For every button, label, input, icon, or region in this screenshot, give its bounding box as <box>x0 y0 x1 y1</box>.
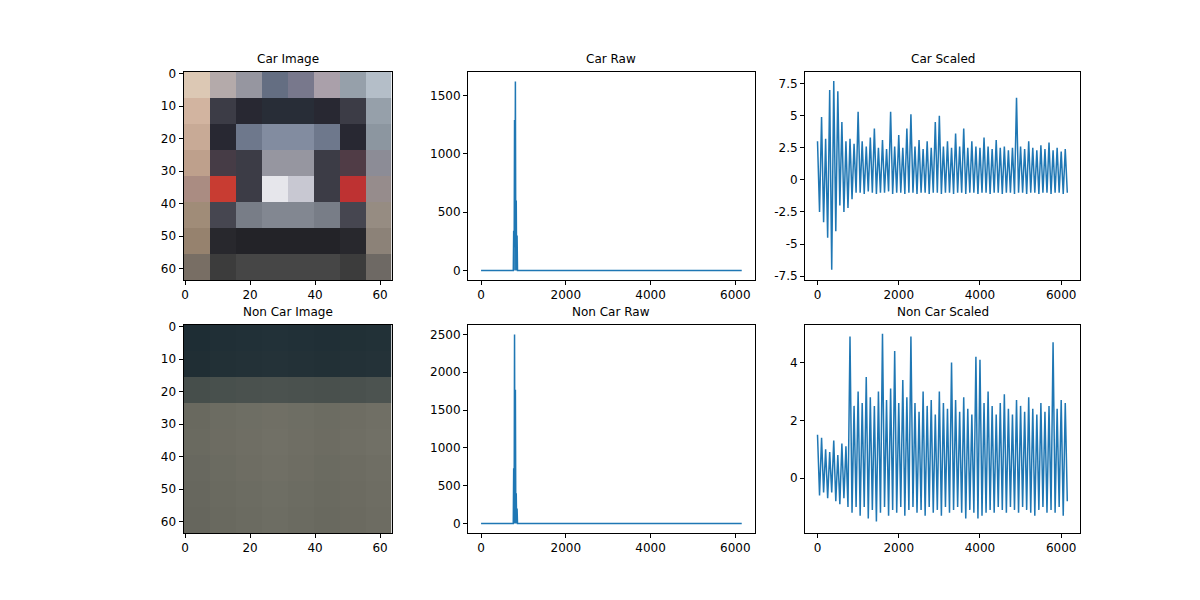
svg-text:0: 0 <box>453 264 461 278</box>
svg-text:0: 0 <box>814 288 822 302</box>
svg-text:2: 2 <box>790 414 798 428</box>
svg-text:2000: 2000 <box>883 288 914 302</box>
svg-text:-2.5: -2.5 <box>774 205 797 219</box>
svg-text:1500: 1500 <box>430 403 461 417</box>
svg-text:50: 50 <box>161 229 176 243</box>
svg-text:Non Car Image: Non Car Image <box>243 305 333 319</box>
svg-text:4: 4 <box>790 356 798 370</box>
svg-text:4000: 4000 <box>635 541 666 555</box>
svg-text:4000: 4000 <box>635 288 666 302</box>
svg-text:20: 20 <box>242 541 257 555</box>
svg-text:2000: 2000 <box>430 365 461 379</box>
svg-text:Non Car Scaled: Non Car Scaled <box>897 305 989 319</box>
svg-text:2500: 2500 <box>430 328 461 342</box>
svg-text:0: 0 <box>181 288 189 302</box>
svg-text:4000: 4000 <box>965 541 996 555</box>
svg-text:40: 40 <box>161 450 176 464</box>
svg-text:60: 60 <box>161 515 176 529</box>
svg-text:500: 500 <box>438 205 461 219</box>
svg-text:0: 0 <box>477 541 485 555</box>
svg-text:10: 10 <box>161 99 176 113</box>
svg-text:60: 60 <box>372 288 387 302</box>
svg-text:40: 40 <box>307 541 322 555</box>
svg-text:0: 0 <box>168 67 176 81</box>
svg-text:7.5: 7.5 <box>779 77 798 91</box>
svg-text:0: 0 <box>477 288 485 302</box>
svg-text:1000: 1000 <box>430 441 461 455</box>
svg-text:0: 0 <box>790 471 798 485</box>
svg-text:0: 0 <box>168 320 176 334</box>
svg-text:40: 40 <box>307 288 322 302</box>
svg-text:0: 0 <box>453 517 461 531</box>
svg-text:-5: -5 <box>786 237 798 251</box>
svg-text:60: 60 <box>161 262 176 276</box>
svg-text:6000: 6000 <box>720 541 751 555</box>
svg-text:20: 20 <box>242 288 257 302</box>
svg-text:30: 30 <box>161 417 176 431</box>
svg-text:2000: 2000 <box>551 288 582 302</box>
svg-text:Car Raw: Car Raw <box>586 52 636 66</box>
svg-text:1500: 1500 <box>430 89 461 103</box>
svg-text:6000: 6000 <box>1046 541 1077 555</box>
svg-text:1000: 1000 <box>430 147 461 161</box>
svg-text:60: 60 <box>372 541 387 555</box>
svg-text:0: 0 <box>790 173 798 187</box>
svg-text:2000: 2000 <box>883 541 914 555</box>
svg-text:4000: 4000 <box>965 288 996 302</box>
svg-text:Car Scaled: Car Scaled <box>911 52 975 66</box>
svg-text:Car Image: Car Image <box>257 52 319 66</box>
svg-text:10: 10 <box>161 352 176 366</box>
svg-text:6000: 6000 <box>1046 288 1077 302</box>
svg-text:500: 500 <box>438 479 461 493</box>
svg-text:2000: 2000 <box>551 541 582 555</box>
svg-text:Non Car Raw: Non Car Raw <box>572 305 650 319</box>
svg-text:0: 0 <box>814 541 822 555</box>
svg-text:30: 30 <box>161 164 176 178</box>
svg-text:20: 20 <box>161 385 176 399</box>
svg-text:5: 5 <box>790 109 798 123</box>
svg-text:50: 50 <box>161 482 176 496</box>
svg-text:6000: 6000 <box>720 288 751 302</box>
svg-text:40: 40 <box>161 197 176 211</box>
svg-text:0: 0 <box>181 541 189 555</box>
svg-text:-7.5: -7.5 <box>774 269 797 283</box>
svg-text:2.5: 2.5 <box>779 141 798 155</box>
svg-text:20: 20 <box>161 132 176 146</box>
